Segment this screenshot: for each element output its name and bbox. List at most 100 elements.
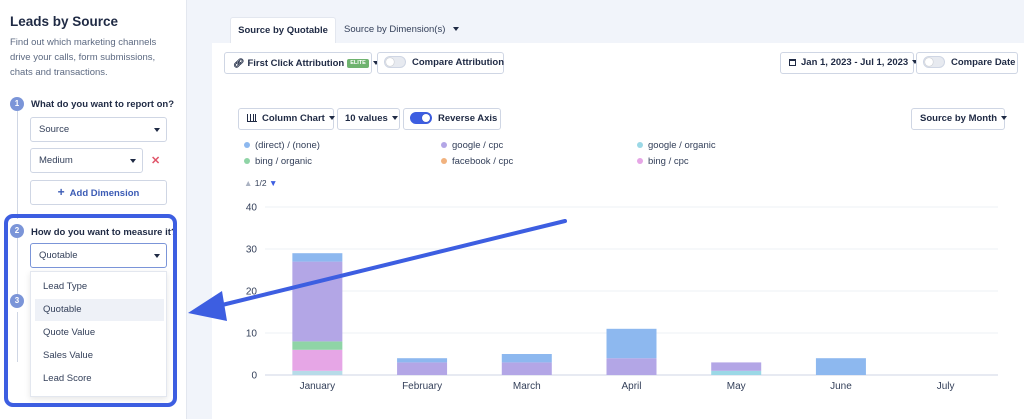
y-tick-label: 0 — [251, 371, 257, 382]
add-dimension-button[interactable]: + Add Dimension — [30, 180, 167, 205]
step-1-number: 1 — [10, 97, 24, 111]
bar-segment — [711, 362, 762, 371]
step-connector — [17, 238, 18, 298]
bar-segment — [815, 358, 866, 375]
plus-icon: + — [57, 185, 65, 199]
legend-swatch — [441, 158, 447, 165]
group-by-select[interactable]: Source by Month — [911, 108, 1008, 130]
legend-swatch — [244, 158, 250, 165]
chevron-down-icon — [328, 116, 335, 121]
x-tick-label: March — [513, 381, 541, 392]
bar-segment — [292, 261, 343, 342]
step-connector — [17, 312, 18, 362]
bar-segment — [397, 358, 448, 363]
legend-label: facebook / cpc — [452, 156, 514, 167]
chevron-down-icon — [130, 159, 136, 163]
x-tick-label: April — [621, 381, 641, 392]
legend-label: bing / organic — [255, 156, 313, 167]
compare-attribution-toggle[interactable]: Compare Attribution — [377, 52, 504, 74]
x-tick-label: May — [727, 381, 746, 392]
y-tick-label: 10 — [246, 329, 258, 340]
legend-item[interactable]: bing / organic — [244, 156, 312, 167]
y-tick-label: 20 — [246, 287, 258, 298]
report-title: Leads by Source — [10, 14, 119, 29]
legend-item[interactable]: facebook / cpc — [441, 156, 513, 167]
attribution-select[interactable]: 🔗︎ First Click Attribution ELITE — [224, 52, 379, 74]
dropdown-option-quote-value[interactable]: Quote Value — [43, 327, 96, 338]
bar-segment — [606, 358, 657, 375]
compare-date-toggle[interactable]: Compare Date — [916, 52, 1018, 74]
tab-label: Source by Dimension(s) — [344, 24, 446, 35]
dimension-2-value: Medium — [39, 155, 73, 166]
sidebar: Leads by Source Find out which marketing… — [0, 0, 187, 419]
date-range-select[interactable]: Jan 1, 2023 - Jul 1, 2023 — [780, 52, 919, 74]
toggle-switch — [384, 56, 406, 69]
legend-item[interactable]: google / cpc — [441, 140, 503, 151]
bar-segment — [397, 362, 448, 375]
reverse-axis-toggle[interactable]: Reverse Axis — [403, 108, 501, 130]
bar-segment — [292, 370, 343, 375]
x-tick-label: February — [402, 381, 442, 392]
toggle-switch — [923, 56, 945, 69]
date-range-label: Jan 1, 2023 - Jul 1, 2023 — [801, 57, 909, 68]
dropdown-option-lead-type[interactable]: Lead Type — [43, 281, 88, 292]
next-page-icon[interactable]: ▼ — [269, 178, 278, 188]
legend-item[interactable]: google / organic — [637, 140, 716, 151]
tab-source-by-dimensions[interactable]: Source by Dimension(s) — [344, 17, 460, 43]
x-tick-label: July — [937, 381, 955, 392]
legend-swatch — [244, 142, 250, 149]
calendar-icon — [789, 58, 796, 66]
legend-label: bing / cpc — [648, 156, 689, 167]
add-dimension-label: Add Dimension — [69, 188, 140, 199]
measure-dropdown-menu: Lead Type Quotable Quote Value Sales Val… — [30, 271, 167, 397]
measure-value: Quotable — [39, 250, 78, 261]
bar-segment — [711, 370, 762, 375]
highlight-annotation-box — [4, 214, 177, 407]
dimension-2-select[interactable]: Medium — [30, 148, 143, 173]
bar-segment — [606, 328, 657, 359]
remove-dimension-icon[interactable]: ✕ — [151, 155, 161, 167]
dropdown-option-quotable[interactable]: Quotable — [35, 299, 164, 321]
dropdown-option-lead-score[interactable]: Lead Score — [43, 373, 92, 384]
legend-item[interactable]: (direct) / (none) — [244, 140, 320, 151]
prev-page-icon[interactable]: ▲ — [244, 178, 253, 188]
toggle-switch — [410, 112, 432, 125]
x-tick-label: June — [830, 381, 852, 392]
chevron-down-icon — [372, 61, 379, 66]
step-connector — [17, 111, 18, 219]
reverse-axis-label: Reverse Axis — [438, 113, 498, 124]
legend-label: google / organic — [648, 140, 716, 151]
dimension-1-value: Source — [39, 124, 70, 135]
dimension-1-select[interactable]: Source — [30, 117, 167, 142]
chart-type-label: Column Chart — [262, 113, 325, 124]
link-icon: 🔗︎ — [233, 58, 245, 68]
chart-type-select[interactable]: Column Chart — [238, 108, 335, 130]
bar-segment — [292, 349, 343, 371]
x-tick-label: January — [300, 381, 336, 392]
dropdown-option-sales-value[interactable]: Sales Value — [43, 350, 93, 361]
bar-segment — [292, 341, 343, 350]
chevron-down-icon — [912, 60, 919, 65]
page-indicator: 1/2 — [254, 178, 267, 188]
chevron-down-icon — [154, 128, 160, 132]
y-tick-label: 40 — [246, 203, 258, 214]
y-tick-label: 30 — [246, 245, 258, 256]
legend-item[interactable]: bing / cpc — [637, 156, 689, 167]
compare-attribution-label: Compare Attribution — [412, 57, 505, 68]
bar-segment — [501, 354, 552, 363]
values-count-select[interactable]: 10 values — [337, 108, 400, 130]
chevron-down-icon — [391, 116, 398, 121]
legend-label: google / cpc — [452, 140, 504, 151]
tab-source-by-quotable[interactable]: Source by Quotable — [230, 17, 336, 44]
bar-chart-icon — [247, 114, 257, 123]
elite-badge: ELITE — [347, 58, 369, 68]
compare-date-label: Compare Date — [951, 57, 1016, 68]
step-3-number: 3 — [10, 294, 24, 308]
chevron-down-icon — [154, 254, 160, 258]
legend-swatch — [637, 158, 643, 165]
measure-select[interactable]: Quotable — [30, 243, 167, 268]
legend-label: (direct) / (none) — [255, 140, 320, 151]
group-by-label: Source by Month — [920, 113, 998, 124]
chevron-down-icon — [1001, 116, 1008, 121]
attribution-label: First Click Attribution — [247, 58, 345, 69]
